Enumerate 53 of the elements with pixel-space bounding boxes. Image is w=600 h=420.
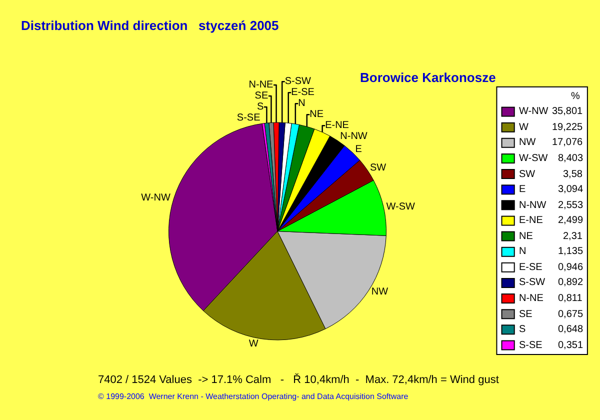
- slice-label: N: [298, 98, 306, 110]
- slice-label: E: [355, 144, 362, 156]
- legend-label: S: [519, 324, 526, 335]
- text: © 1999-2006 Werner Krenn - Weatherstation Operating- and Data Acquisition Software: [98, 392, 409, 401]
- legend-label: W-NW: [519, 106, 549, 117]
- legend-label: NW: [519, 137, 536, 148]
- slice-label: S-SE: [236, 112, 261, 124]
- legend-label: W: [519, 122, 529, 133]
- legend-title: %: [571, 91, 580, 102]
- data-label: 0,946: [558, 262, 584, 273]
- data-label: 0,892: [558, 277, 584, 288]
- data-label: 0,675: [558, 309, 584, 320]
- data-label: 3,58: [563, 169, 583, 180]
- legend-label: N: [519, 246, 526, 257]
- data-label: 8,403: [558, 153, 584, 164]
- slice-label: W-NW: [141, 192, 171, 204]
- data-label: 1,135: [558, 246, 584, 257]
- data-label: 2,499: [558, 215, 584, 226]
- slice-label: E-SE: [291, 87, 315, 98]
- slice-label: E-NE: [325, 120, 350, 132]
- legend-label: S-SW: [519, 277, 546, 288]
- text: 7402 / 1524 Values -> 17.1% Calm - Ř 10,4km/h - Max. 72,4km/h = Wind gust: [98, 373, 499, 386]
- slice-label: S: [256, 102, 264, 113]
- slice-label: W: [248, 338, 259, 350]
- slice-label: W-SW: [386, 201, 416, 212]
- data-label: 3,094: [558, 184, 584, 195]
- slice-label: NE: [310, 109, 324, 120]
- data-label: 0,648: [558, 324, 584, 335]
- legend-label: N-NW: [519, 200, 547, 211]
- slice-label: S-SW: [284, 76, 312, 88]
- slice-label: N-NW: [340, 131, 368, 142]
- data-label: 2,31: [563, 231, 583, 242]
- legend-label: SE: [519, 309, 533, 320]
- data-label: 19,225: [552, 122, 584, 133]
- chart-subtitle: Borowice Karkonosze: [360, 70, 496, 85]
- data-label: 17,076: [552, 137, 584, 148]
- slice-label: SE: [254, 90, 268, 102]
- slice-label: NW: [371, 286, 389, 298]
- slice-label: N-NE: [248, 80, 274, 91]
- slice-label: SW: [370, 162, 387, 174]
- legend-label: NE: [519, 231, 534, 242]
- data-label: 0,351: [558, 340, 584, 351]
- chart-title: Distribution Wind direction styczeń 2005: [21, 18, 279, 34]
- data-label: 0,811: [558, 293, 583, 304]
- legend-label: E: [519, 184, 526, 195]
- legend-label: SW: [519, 169, 536, 180]
- data-label: 2,553: [558, 200, 584, 211]
- legend-label: E-NE: [519, 215, 544, 226]
- legend-label: E-SE: [519, 262, 543, 273]
- legend-label: S-SE: [519, 340, 543, 351]
- data-label: 35,801: [552, 106, 584, 117]
- legend-label: N-NE: [519, 293, 544, 304]
- legend-label: W-SW: [519, 153, 548, 164]
